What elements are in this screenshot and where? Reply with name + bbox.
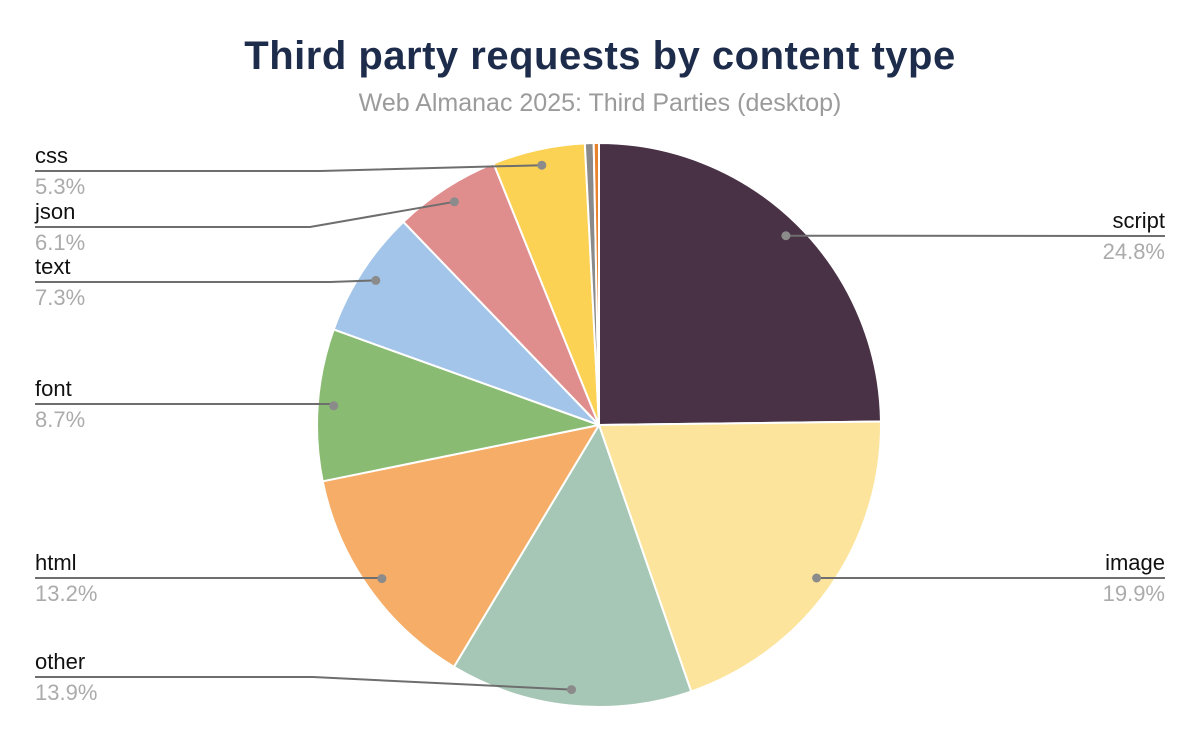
leader-dot-json bbox=[449, 197, 459, 207]
pie-slice-unlabeled-9[interactable] bbox=[592, 141, 600, 426]
leader-dot-script bbox=[781, 231, 791, 241]
pie-slice-script[interactable] bbox=[598, 142, 882, 426]
slice-pct-text: 7.3% bbox=[35, 285, 86, 310]
slice-label-text: text bbox=[35, 254, 71, 279]
leader-dot-font bbox=[329, 401, 339, 411]
slice-pct-json: 6.1% bbox=[35, 230, 86, 255]
pie-slice-text[interactable] bbox=[332, 220, 600, 426]
pie-slice-image[interactable] bbox=[598, 420, 882, 693]
leader-dot-html bbox=[377, 574, 387, 584]
slice-pct-html: 13.2% bbox=[35, 581, 98, 606]
chart-title: Third party requests by content type bbox=[244, 34, 956, 78]
slice-label-image: image bbox=[1105, 550, 1165, 575]
chart-subtitle: Web Almanac 2025: Third Parties (desktop… bbox=[358, 89, 842, 117]
leader-dot-css bbox=[537, 160, 547, 170]
leader-line-text bbox=[35, 279, 376, 283]
leader-line-css bbox=[35, 164, 542, 172]
pie-slice-html[interactable] bbox=[321, 424, 600, 668]
slice-pct-font: 8.7% bbox=[35, 407, 86, 432]
leader-line-font bbox=[35, 403, 335, 406]
slice-label-html: html bbox=[35, 550, 77, 575]
leader-line-json bbox=[35, 200, 455, 228]
slice-pct-script: 24.8% bbox=[1102, 239, 1165, 264]
leader-line-other bbox=[35, 676, 572, 691]
leader-dot-text bbox=[371, 275, 381, 285]
slice-pct-other: 13.9% bbox=[35, 680, 98, 705]
slice-pct-image: 19.9% bbox=[1102, 581, 1165, 606]
slice-label-font: font bbox=[35, 376, 72, 401]
slice-label-json: json bbox=[35, 199, 76, 224]
leader-dot-image bbox=[812, 573, 822, 583]
leader-dot-other bbox=[567, 685, 576, 695]
slice-pct-css: 5.3% bbox=[35, 174, 86, 199]
slice-label-script: script bbox=[1112, 208, 1165, 233]
leader-line-html bbox=[35, 577, 383, 579]
slice-label-other: other bbox=[35, 649, 86, 674]
slice-label-css: css bbox=[35, 143, 68, 168]
pie-slice-other[interactable] bbox=[452, 424, 693, 708]
